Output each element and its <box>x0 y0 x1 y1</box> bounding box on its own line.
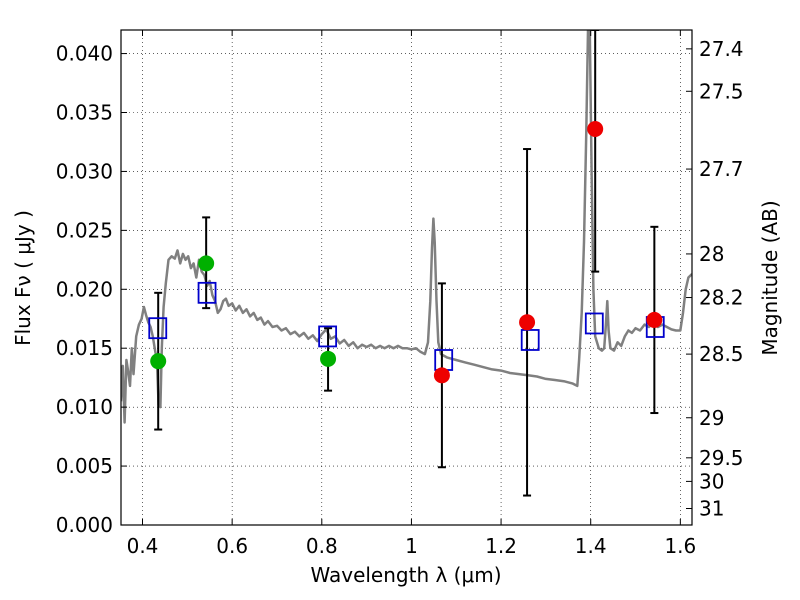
model-flux-square <box>318 325 338 348</box>
x-tick-label: 1.4 <box>575 534 607 558</box>
observed-flux-point <box>150 353 167 370</box>
x-tick-label: 1 <box>405 534 418 558</box>
y-tick-label: 0.015 <box>56 336 113 360</box>
right-axis-label: Magnitude (AB) <box>758 200 782 355</box>
model-points <box>148 281 665 371</box>
right-tick-label: 28.2 <box>699 286 744 310</box>
model-flux-square <box>148 317 168 340</box>
right-tick-label: 28.5 <box>699 342 744 366</box>
sed-model-curve <box>121 30 692 424</box>
observed-flux-point <box>320 350 337 367</box>
observed-flux-point <box>587 121 604 137</box>
x-tick-label: 0.8 <box>306 534 338 558</box>
y-tick-label: 0.040 <box>56 42 113 66</box>
right-tick-label: 29 <box>699 406 724 430</box>
sed-layer <box>121 30 692 424</box>
plot-frame <box>120 29 693 526</box>
right-tick-label: 27.7 <box>699 157 744 181</box>
observed-points <box>150 121 663 384</box>
grid <box>121 30 692 526</box>
right-tick-label: 31 <box>699 497 724 521</box>
model-flux-square <box>197 281 217 304</box>
x-tick-label: 1.2 <box>485 534 517 558</box>
observed-flux-point <box>433 367 450 384</box>
right-tick-label: 27.5 <box>699 79 744 103</box>
y-tick-label: 0.005 <box>56 454 113 478</box>
right-tick-label: 29.5 <box>699 446 744 470</box>
x-tick-label: 0.6 <box>216 534 248 558</box>
axis-ticks: 0.4 0.6 0.8 1 1.2 1.4 1.6 0.000 0.005 0.010 0.015 0… <box>56 30 744 558</box>
y-tick-label: 0.035 <box>56 101 113 125</box>
x-tick-label: 1.6 <box>664 534 696 558</box>
model-flux-square <box>584 312 604 335</box>
observed-flux-point <box>198 255 215 272</box>
y-tick-label: 0.025 <box>56 218 113 242</box>
right-tick-label: 30 <box>699 469 724 493</box>
y-tick-label: 0.030 <box>56 159 113 183</box>
right-tick-label: 27.4 <box>699 37 744 61</box>
x-axis-label: Wavelength λ (μm) <box>310 563 501 587</box>
x-tick-label: 0.4 <box>127 534 159 558</box>
y-axis-label: Flux Fν ( μJy ) <box>11 210 35 346</box>
y-tick-label: 0.010 <box>56 395 113 419</box>
y-tick-label: 0.000 <box>56 513 113 537</box>
model-flux-square <box>520 329 540 351</box>
y-tick-label: 0.020 <box>56 277 113 301</box>
right-tick-label: 28 <box>699 242 724 266</box>
observed-flux-point <box>646 311 663 328</box>
observed-flux-point <box>519 314 536 331</box>
